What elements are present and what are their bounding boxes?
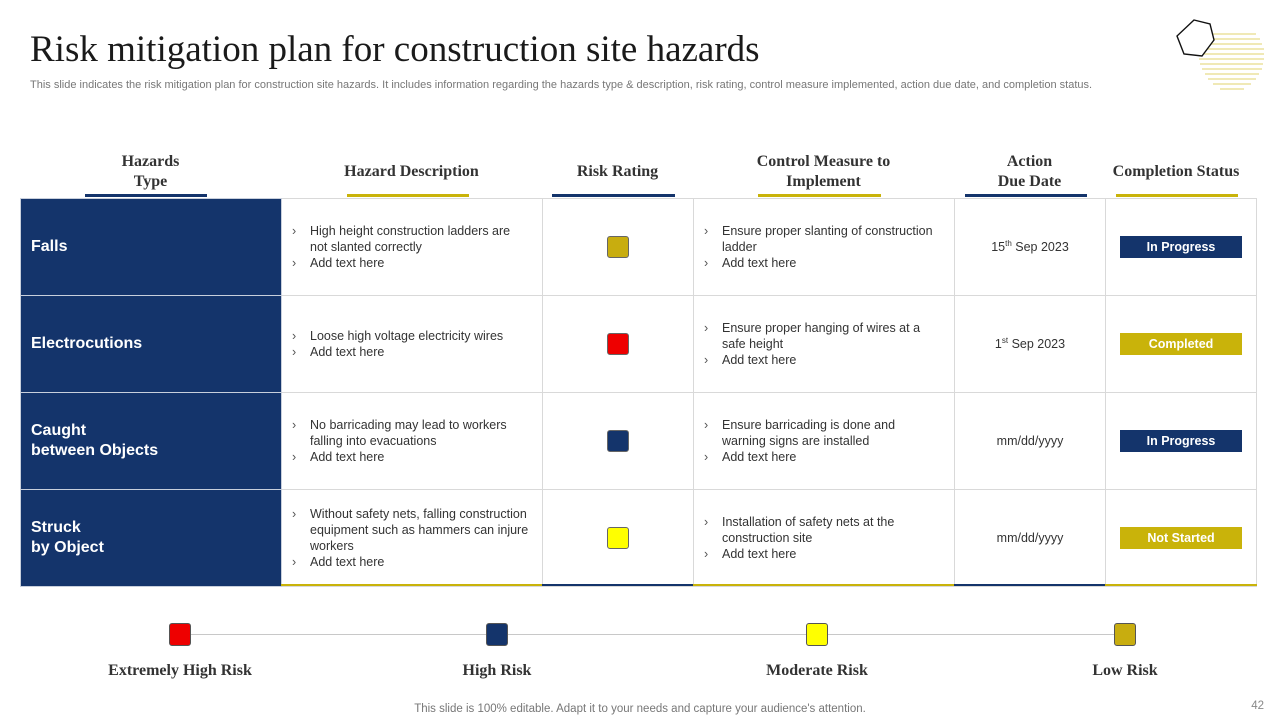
- due-date-cell: 1st Sep 2023: [954, 295, 1106, 393]
- slide-subtitle: This slide indicates the risk mitigation…: [30, 79, 1093, 91]
- header-hazard-description: Hazard Description: [281, 146, 542, 198]
- risk-rating-cell: [542, 198, 694, 296]
- list-item: Add text here: [292, 449, 530, 465]
- due-date-cell: mm/dd/yyyy: [954, 489, 1106, 587]
- control-measure-cell: Installation of safety nets at the const…: [693, 489, 955, 587]
- completion-status-cell: Completed: [1105, 295, 1257, 393]
- hazard-type-cell: Falls: [20, 198, 282, 296]
- table-bottom-accent: [954, 584, 1105, 586]
- risk-rating-swatch: [607, 430, 629, 452]
- risk-rating-cell: [542, 295, 694, 393]
- hazard-type-cell: Electrocutions: [20, 295, 282, 393]
- legend-label-high: High Risk: [462, 662, 532, 679]
- header-underline: [85, 194, 207, 197]
- footer-note: This slide is 100% editable. Adapt it to…: [414, 703, 866, 715]
- list-item: Ensure barricading is done and warning s…: [704, 417, 942, 449]
- legend-connector-line: [180, 634, 1124, 635]
- completion-status-cell: In Progress: [1105, 392, 1257, 490]
- legend-label-extremely-high: Extremely High Risk: [108, 662, 252, 679]
- control-measure-cell: Ensure barricading is done and warning s…: [693, 392, 955, 490]
- table-bottom-accent: [542, 584, 693, 586]
- list-item: Add text here: [292, 255, 530, 271]
- legend-label-low: Low Risk: [1092, 662, 1158, 679]
- list-item: Ensure proper hanging of wires at a safe…: [704, 320, 942, 352]
- due-date-cell: mm/dd/yyyy: [954, 392, 1106, 490]
- list-item: Loose high voltage electricity wires: [292, 328, 530, 344]
- legend-label-moderate: Moderate Risk: [766, 662, 868, 679]
- list-item: High height construction ladders are not…: [292, 223, 530, 255]
- list-item: Add text here: [704, 352, 942, 368]
- table-row: Caught between Objects No barricading ma…: [20, 392, 1257, 490]
- list-item: Add text here: [704, 449, 942, 465]
- risk-rating-cell: [542, 392, 694, 490]
- due-date-cell: 15th Sep 2023: [954, 198, 1106, 296]
- control-measure-cell: Ensure proper slanting of construction l…: [693, 198, 955, 296]
- header-underline: [347, 194, 469, 197]
- hazard-description-cell: Loose high voltage electricity wires Add…: [281, 295, 543, 393]
- legend-swatch-high: [486, 623, 508, 646]
- status-badge: In Progress: [1120, 236, 1242, 258]
- list-item: Ensure proper slanting of construction l…: [704, 223, 942, 255]
- table-bottom-accent: [281, 584, 542, 586]
- hazard-description-cell: No barricading may lead to workers falli…: [281, 392, 543, 490]
- hazard-description-cell: High height construction ladders are not…: [281, 198, 543, 296]
- list-item: Add text here: [704, 546, 942, 562]
- list-item: Add text here: [704, 255, 942, 271]
- header-control-measure: Control Measure to Implement: [693, 146, 954, 198]
- hazard-description-cell: Without safety nets, falling constructio…: [281, 489, 543, 587]
- list-item: Add text here: [292, 344, 530, 360]
- hazard-type-cell: Struck by Object: [20, 489, 282, 587]
- header-underline: [1116, 194, 1238, 197]
- risk-table: Falls High height construction ladders a…: [20, 198, 1257, 587]
- status-badge: Not Started: [1120, 527, 1242, 549]
- slide-title: Risk mitigation plan for construction si…: [30, 29, 760, 70]
- header-underline: [965, 194, 1087, 197]
- list-item: Without safety nets, falling constructio…: [292, 506, 530, 554]
- risk-rating-swatch: [607, 236, 629, 258]
- completion-status-cell: Not Started: [1105, 489, 1257, 587]
- control-measure-cell: Ensure proper hanging of wires at a safe…: [693, 295, 955, 393]
- table-bottom-accent: [693, 584, 954, 586]
- status-badge: Completed: [1120, 333, 1242, 355]
- legend-swatch-extremely-high: [169, 623, 191, 646]
- table-row: Electrocutions Loose high voltage electr…: [20, 295, 1257, 393]
- list-item: No barricading may lead to workers falli…: [292, 417, 530, 449]
- header-hazards-type: Hazards Type: [20, 146, 281, 198]
- legend-swatch-low: [1114, 623, 1136, 646]
- completion-status-cell: In Progress: [1105, 198, 1257, 296]
- table-row: Falls High height construction ladders a…: [20, 198, 1257, 296]
- hazard-type-cell: Caught between Objects: [20, 392, 282, 490]
- risk-rating-swatch: [607, 527, 629, 549]
- table-row: Struck by Object Without safety nets, fa…: [20, 489, 1257, 587]
- legend-swatch-moderate: [806, 623, 828, 646]
- table-bottom-accent: [1105, 584, 1257, 586]
- header-risk-rating: Risk Rating: [542, 146, 693, 198]
- status-badge: In Progress: [1120, 430, 1242, 452]
- header-action-due-date: Action Due Date: [954, 146, 1105, 198]
- hexagon-decoration-icon: [1176, 19, 1264, 90]
- risk-rating-swatch: [607, 333, 629, 355]
- header-underline: [552, 194, 675, 197]
- page-number: 42: [1251, 700, 1264, 712]
- list-item: Add text here: [292, 554, 530, 570]
- risk-rating-cell: [542, 489, 694, 587]
- list-item: Installation of safety nets at the const…: [704, 514, 942, 546]
- header-underline: [758, 194, 881, 197]
- header-completion-status: Completion Status: [1095, 146, 1257, 198]
